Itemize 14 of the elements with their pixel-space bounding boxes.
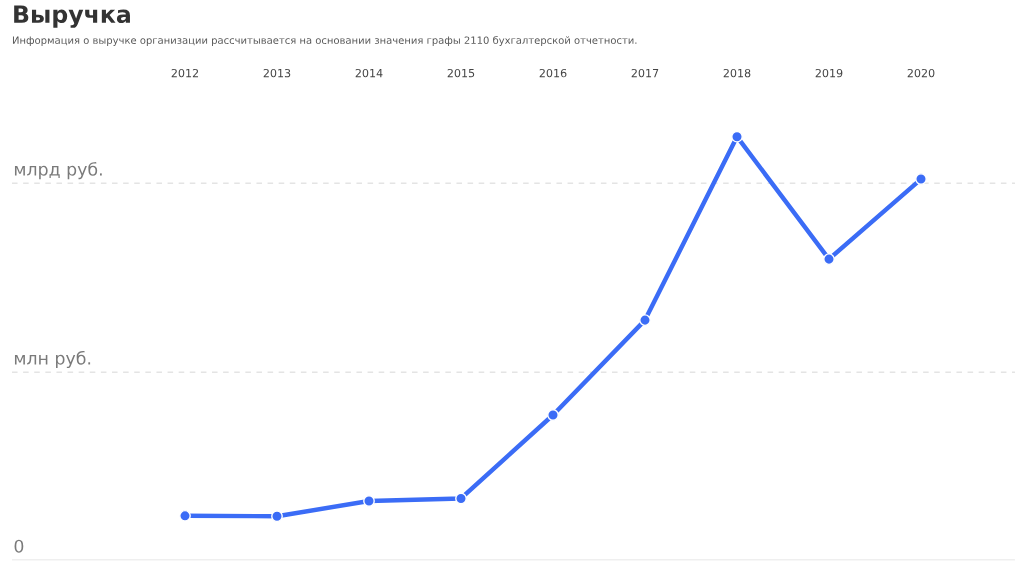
chart-subtitle: Информация о выручке организации рассчитывается на основании значения графы 2110 бухгалтерской отчетности. — [12, 36, 637, 46]
x-tick-label: 2019 — [815, 68, 843, 78]
x-tick-label: 2017 — [631, 68, 659, 78]
x-tick-label: 2012 — [171, 68, 199, 78]
chart-title: Выручка — [14, 5, 130, 28]
ref-line-label: млрд руб. — [14, 162, 102, 180]
x-tick-label: 2016 — [539, 68, 567, 78]
x-tick-label: 2014 — [355, 68, 383, 78]
x-tick-label: 2020 — [907, 68, 935, 78]
ref-line-label: млн руб. — [14, 350, 91, 369]
x-tick-label: 2013 — [263, 68, 291, 78]
x-tick-label: 2018 — [723, 68, 751, 78]
ref-line-label: 0 — [14, 539, 24, 553]
x-tick-label: 2015 — [447, 68, 475, 78]
